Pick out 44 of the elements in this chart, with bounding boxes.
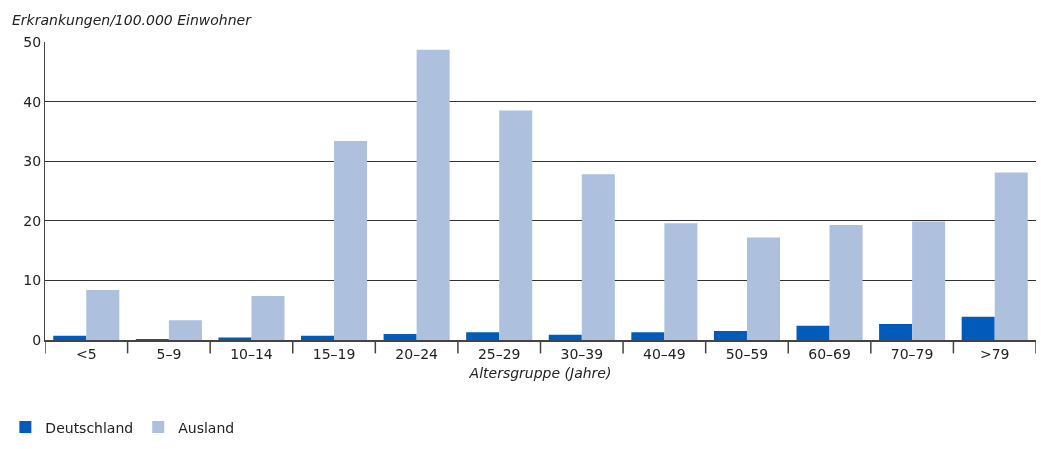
y-tick-label: 50 [23,33,42,50]
y-tick-label: 30 [23,153,42,170]
y-tick-label: 40 [23,93,42,110]
bar [961,316,995,340]
x-tick-label: 70–79 [890,345,934,362]
bar [466,332,500,340]
bar [994,172,1028,340]
bar [664,223,698,340]
x-tick-label: 40–49 [643,345,686,362]
bar [829,224,863,340]
x-tick-label: 30–39 [560,345,604,362]
y-tick-label: 0 [32,331,42,348]
x-tick-label: 15–19 [312,345,356,362]
x-axis-title: Altersgruppe (Jahre) [468,365,612,382]
y-tick-label: 20 [23,212,42,229]
y-axis-title: Erkrankungen/100.000 Einwohner [12,12,253,28]
bar [383,334,417,340]
legend-label: Ausland [178,419,235,436]
bar [548,334,582,340]
bar [746,237,780,340]
bar [631,332,665,340]
bar [912,221,946,340]
bar [499,110,533,340]
x-tick-label: 25–29 [477,345,521,362]
bar [713,331,747,340]
bar [301,335,335,340]
bar [168,320,202,340]
legend-label: Deutschland [45,419,134,436]
x-tick-label: 20–24 [395,345,439,362]
bar [879,323,913,340]
x-tick-label: 5–9 [156,345,182,362]
x-tick-label: 50–59 [725,345,769,362]
bar [796,325,830,340]
bar [581,174,615,340]
bar [251,295,285,340]
x-tick-label: 60–69 [808,345,851,362]
y-tick-label: 10 [23,272,42,289]
bar [334,140,368,340]
bar [53,335,87,340]
bar [86,289,120,340]
x-tick-label: <5 [75,345,97,362]
x-tick-label: >79 [979,345,1010,362]
x-tick-label: 10–14 [230,345,273,362]
bar [416,49,450,340]
